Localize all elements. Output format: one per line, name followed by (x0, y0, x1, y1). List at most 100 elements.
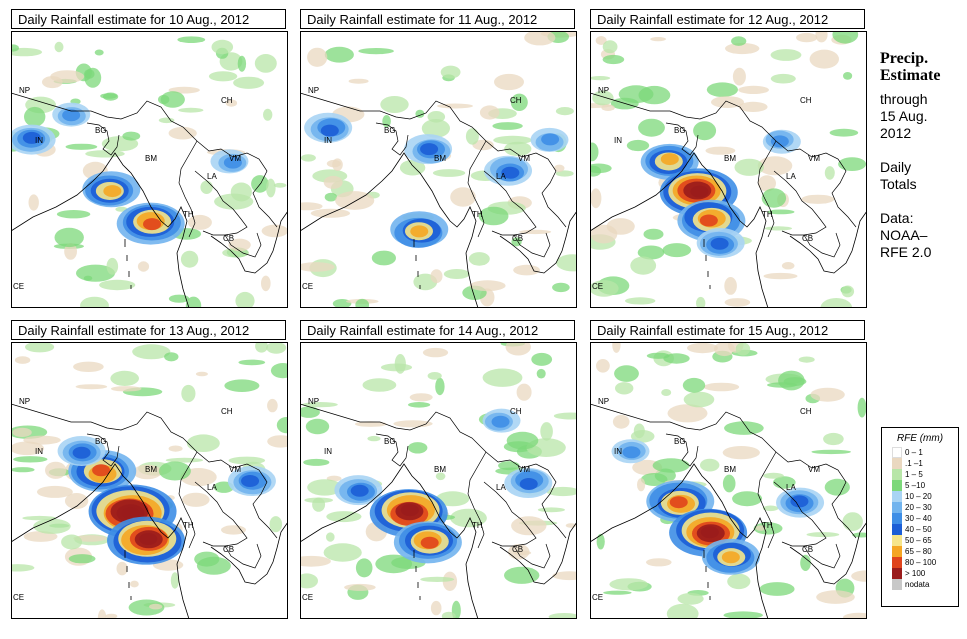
rain-patch (829, 128, 859, 137)
rain-cell (92, 464, 111, 477)
rain-patch (50, 70, 85, 83)
label-bg: BG (674, 437, 686, 446)
legend-swatch (892, 524, 902, 535)
rain-patch (324, 192, 338, 202)
rain-patch (590, 188, 602, 209)
legend-label: 30 – 40 (905, 514, 932, 523)
border-cambodia (224, 232, 262, 258)
rain-cell (143, 218, 162, 231)
rain-patch (734, 158, 764, 176)
label-ce: CE (302, 282, 313, 291)
border-himalaya (590, 403, 777, 453)
rain-patch (762, 505, 779, 512)
rain-patch (158, 461, 191, 481)
rain-patch (122, 131, 141, 141)
border-bangladesh (375, 122, 409, 156)
border-cambodia (803, 543, 841, 569)
rainfall-map-svg: NP CH IN BG BM VM LA TH CB CE (590, 342, 867, 619)
rain-patch (371, 250, 396, 266)
rain-patch (61, 534, 83, 550)
rain-patch (11, 441, 45, 456)
rain-patch (724, 421, 764, 435)
label-la: LA (207, 172, 217, 181)
legend-label: .1 –1 (905, 459, 923, 468)
rain-patch (763, 272, 798, 280)
rain-patch (300, 555, 331, 567)
rain-patch (700, 458, 720, 472)
legend-swatch (892, 513, 902, 524)
rain-patch (554, 164, 565, 172)
rain-patch (590, 76, 611, 81)
rain-patch (263, 108, 273, 121)
rain-cell (541, 133, 560, 146)
border-himalaya (300, 403, 487, 453)
label-th: TH (472, 210, 483, 219)
border-myanmar (467, 140, 487, 238)
legend-swatch (892, 535, 902, 546)
label-th: TH (762, 210, 773, 219)
andaman-islands (703, 239, 711, 289)
rain-patch (25, 342, 55, 353)
coastline-gulf (789, 521, 867, 585)
rain-patch (555, 170, 574, 177)
rain-cell (669, 496, 688, 509)
rain-patch (160, 91, 185, 108)
rain-cell (790, 495, 809, 508)
rain-cell (660, 153, 679, 166)
rain-patch (94, 49, 104, 56)
rain-patch (307, 47, 328, 67)
border-indochina (485, 140, 567, 228)
rain-patch (440, 65, 461, 79)
border-bangladesh (665, 122, 699, 156)
coastline-gulf (499, 210, 577, 274)
rain-patch (638, 85, 671, 105)
rain-patch (354, 421, 387, 427)
rain-patch (646, 558, 672, 567)
label-th: TH (762, 521, 773, 530)
rain-cell (400, 504, 419, 517)
legend-item: 5 –10 (892, 480, 958, 491)
border-bangladesh (665, 433, 699, 467)
border-himalaya (11, 403, 198, 453)
panel-title: Daily Rainfall estimate for 12 Aug., 201… (590, 9, 865, 29)
rain-patch (33, 518, 71, 534)
rain-patch (323, 175, 343, 189)
rain-patch (380, 96, 409, 113)
rain-patch (312, 497, 326, 512)
legend-item: nodata (892, 579, 958, 590)
border-laos-thailand (194, 170, 248, 236)
rain-patch (640, 473, 668, 486)
label-in: IN (35, 136, 43, 145)
rain-patch (408, 402, 431, 408)
label-np: NP (308, 397, 319, 406)
rain-patch (200, 180, 213, 194)
rain-patch (693, 121, 717, 141)
rain-patch (186, 434, 220, 452)
legend-label: 5 –10 (905, 481, 926, 490)
rain-patch (638, 118, 665, 137)
rain-patch (64, 493, 89, 509)
map-panel-3: Daily Rainfall estimate for 12 Aug., 201… (590, 9, 867, 308)
rain-patch (180, 250, 199, 268)
rain-patch (667, 404, 708, 423)
rain-patch (165, 457, 204, 463)
legend-item: 50 – 65 (892, 535, 958, 546)
rain-patch (380, 363, 413, 372)
rain-patch (300, 202, 323, 211)
rain-patch (75, 384, 108, 390)
rain-patch (300, 573, 318, 589)
sidebar-data-line2: NOAA– (880, 227, 928, 243)
rain-patch (505, 342, 531, 356)
rain-patch (427, 372, 442, 380)
label-vm: VM (518, 465, 530, 474)
border-cambodia (224, 543, 262, 569)
rain-patch (168, 445, 183, 452)
rain-patch (45, 461, 67, 479)
label-bm: BM (434, 154, 446, 163)
coastline-gulf (210, 521, 288, 585)
rain-patch (11, 47, 42, 57)
rainfall-map: NP CH IN BG BM VM LA TH CB CE (11, 31, 288, 308)
rain-patch (506, 431, 539, 450)
rain-patch (435, 472, 446, 481)
rain-patch (683, 391, 715, 408)
